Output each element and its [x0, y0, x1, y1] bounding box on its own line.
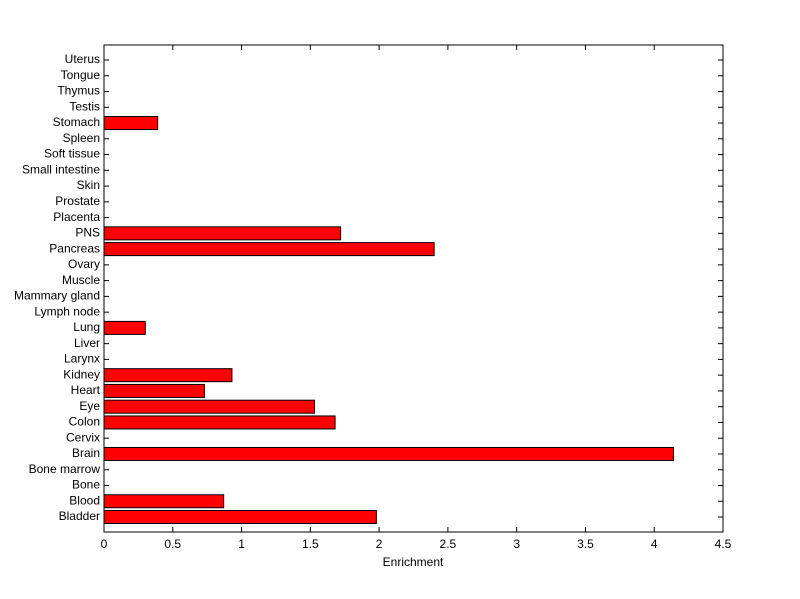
y-tick-label: Cervix — [66, 430, 100, 444]
y-tick-label: Heart — [71, 383, 101, 397]
x-tick-label: 2.5 — [440, 537, 457, 551]
y-tick-label: Lung — [73, 320, 100, 334]
y-tick-label: Thymus — [57, 84, 100, 98]
y-tick-label: Uterus — [65, 52, 100, 66]
y-tick-label: Pancreas — [49, 241, 100, 255]
y-tick-label: Prostate — [55, 194, 100, 208]
bar — [103, 368, 233, 383]
y-tick-label: Blood — [69, 493, 100, 507]
y-tick-label: Testis — [69, 99, 100, 113]
x-tick-label: 1 — [238, 537, 245, 551]
y-tick-label: PNS — [75, 226, 100, 240]
y-tick-label: Mammary gland — [14, 289, 100, 303]
y-tick-label: Kidney — [63, 367, 100, 381]
x-tick-label: 4 — [651, 537, 658, 551]
x-tick-label: 3 — [513, 537, 520, 551]
x-tick-label: 2 — [376, 537, 383, 551]
bar — [103, 415, 336, 430]
x-tick-label: 1.5 — [302, 537, 319, 551]
y-tick-label: Soft tissue — [44, 147, 100, 161]
y-tick-label: Colon — [69, 415, 100, 429]
y-tick-label: Eye — [79, 399, 100, 413]
y-tick-label: Bladder — [59, 509, 100, 523]
y-tick-label: Placenta — [53, 210, 100, 224]
bar — [103, 116, 159, 131]
x-tick-label: 0 — [101, 537, 108, 551]
y-tick-label: Stomach — [53, 115, 100, 129]
y-tick-label: Spleen — [63, 131, 100, 145]
bar — [103, 446, 674, 461]
y-tick-label: Skin — [77, 178, 100, 192]
bar — [103, 226, 342, 241]
bar — [103, 510, 377, 524]
y-tick-label: Muscle — [62, 273, 100, 287]
y-tick-label: Small intestine — [22, 162, 100, 176]
x-axis-label: Enrichment — [383, 555, 444, 569]
y-tick-label: Ovary — [68, 257, 100, 271]
x-tick-label: 3.5 — [577, 537, 594, 551]
y-tick-label: Larynx — [64, 352, 100, 366]
y-tick-label: Bone — [72, 478, 100, 492]
x-tick-label: 0.5 — [164, 537, 181, 551]
axes-frame — [103, 44, 724, 533]
bar — [103, 399, 315, 414]
y-tick-label: Brain — [72, 446, 100, 460]
bar — [103, 383, 205, 398]
y-tick-label: Liver — [74, 336, 100, 350]
y-tick-label: Tongue — [61, 68, 101, 82]
x-tick-label: 4.5 — [715, 537, 732, 551]
bar — [103, 320, 146, 335]
y-tick-label: Lymph node — [34, 304, 100, 318]
bar — [103, 242, 435, 257]
y-tick-label: Bone marrow — [29, 462, 101, 476]
bar — [103, 494, 225, 509]
